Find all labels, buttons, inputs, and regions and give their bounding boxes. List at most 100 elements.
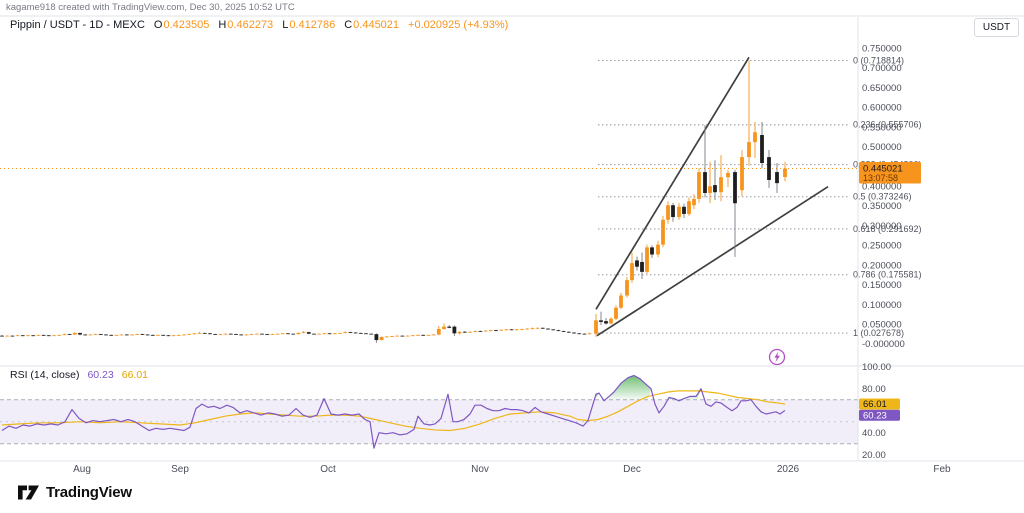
candle-body bbox=[599, 320, 603, 322]
candle-body bbox=[52, 335, 56, 337]
candle-body bbox=[546, 328, 550, 330]
candle-body bbox=[614, 307, 618, 319]
candle-body bbox=[140, 334, 145, 335]
rsi-legend[interactable]: RSI (14, close) 60.23 66.01 bbox=[10, 369, 148, 381]
candle-body bbox=[625, 280, 629, 296]
candle-body bbox=[57, 334, 62, 336]
candle-body bbox=[239, 334, 244, 336]
candle-body bbox=[332, 333, 337, 335]
time-axis[interactable]: Aug Sep Oct Nov Dec 2026 Feb bbox=[73, 464, 951, 475]
rsi-band bbox=[0, 399, 858, 445]
candle-body bbox=[708, 186, 712, 193]
candle-body bbox=[353, 332, 358, 334]
candle-body bbox=[572, 332, 576, 334]
candle-body bbox=[436, 329, 441, 335]
candle-body bbox=[540, 327, 545, 329]
candle-body bbox=[364, 333, 368, 335]
tradingview-wordmark: TradingView bbox=[46, 484, 132, 501]
price-axis-label: -0.000000 bbox=[862, 339, 905, 350]
change-value: +0.020925 (+4.93%) bbox=[408, 19, 509, 31]
trend-lines[interactable] bbox=[595, 56, 829, 337]
candle-body bbox=[348, 332, 353, 333]
candle-body bbox=[218, 334, 223, 335]
candle-body bbox=[301, 332, 306, 333]
candle-body bbox=[161, 334, 166, 336]
rsi-axis[interactable]: 100.00 80.00 40.00 20.00 bbox=[862, 362, 891, 461]
rsi-axis-label: 20.00 bbox=[862, 450, 886, 461]
candle-body bbox=[416, 334, 420, 336]
candle-body bbox=[645, 247, 649, 272]
candle-body bbox=[145, 334, 150, 336]
currency-unit-button[interactable]: USDT bbox=[974, 18, 1019, 37]
candle-body bbox=[312, 333, 316, 335]
time-axis-label: Feb bbox=[933, 464, 951, 475]
candle-body bbox=[640, 261, 644, 272]
open-value: 0.423505 bbox=[163, 19, 210, 31]
candle-body bbox=[447, 326, 452, 328]
trend-line bbox=[596, 185, 829, 337]
candle-body bbox=[338, 332, 342, 334]
candle-body bbox=[10, 335, 15, 337]
candle-body bbox=[291, 333, 296, 335]
fib-label: 0 (0.718814) bbox=[853, 55, 904, 65]
candle-body bbox=[384, 336, 389, 338]
tradingview-logo[interactable]: TradingView bbox=[18, 484, 132, 501]
symbol-legend[interactable]: Pippin / USDT - 1D - MEXC O 0.423505 H 0.4… bbox=[10, 19, 508, 31]
candle-body bbox=[275, 333, 280, 335]
price-axis-label: 0.100000 bbox=[862, 300, 902, 311]
rsi-title: RSI (14, close) bbox=[10, 369, 80, 381]
candle-body bbox=[514, 329, 519, 331]
open-label: O bbox=[153, 19, 163, 31]
candle-body bbox=[72, 332, 77, 335]
candle-body bbox=[726, 172, 730, 178]
price-axis-label: 0.550000 bbox=[862, 122, 902, 133]
price-axis[interactable]: 0.750000 0.700000 0.650000 0.600000 0.550000… bbox=[862, 43, 905, 350]
candle-body bbox=[395, 335, 400, 337]
candle-body bbox=[374, 334, 379, 341]
candle-body bbox=[166, 335, 171, 337]
bar-countdown-text: 13:07:58 bbox=[863, 173, 898, 183]
candle-body bbox=[426, 334, 431, 336]
fib-retracement[interactable]: 0 (0.718814)0.236 (0.555706)0.382 (0.454… bbox=[598, 55, 922, 338]
close-label: C bbox=[344, 19, 353, 31]
candle-body bbox=[343, 332, 348, 333]
candle-body bbox=[244, 334, 249, 336]
candle-body bbox=[656, 244, 660, 255]
candle-body bbox=[31, 335, 36, 337]
candle-body bbox=[494, 330, 498, 331]
candle-body bbox=[697, 172, 701, 199]
ohlc-low: L 0.412786 bbox=[282, 19, 335, 31]
low-value: 0.412786 bbox=[289, 19, 336, 31]
candle-body bbox=[36, 334, 41, 336]
candle-body bbox=[400, 335, 405, 337]
close-value: 0.445021 bbox=[353, 19, 400, 31]
fib-label: 0.786 (0.175581) bbox=[853, 270, 922, 280]
candle-body bbox=[740, 157, 744, 191]
lightning-icon[interactable] bbox=[768, 348, 786, 366]
candle-body bbox=[114, 334, 119, 336]
candle-body bbox=[20, 335, 25, 337]
candle-body bbox=[171, 335, 176, 337]
candle-body bbox=[88, 334, 93, 336]
candle-body bbox=[462, 331, 467, 333]
ohlc-open: O 0.423505 bbox=[154, 19, 209, 31]
rsi-value-badge: 60.23 bbox=[859, 409, 900, 422]
candle-body bbox=[286, 333, 290, 335]
rsi-axis-label: 40.00 bbox=[862, 428, 886, 439]
candle-body bbox=[468, 331, 472, 333]
time-axis-label: 2026 bbox=[777, 464, 800, 475]
high-value: 0.462273 bbox=[227, 19, 274, 31]
trend-line bbox=[595, 56, 750, 310]
candle-body bbox=[358, 332, 363, 334]
candle-body bbox=[83, 334, 88, 336]
ohlc-high: H 0.462273 bbox=[218, 19, 273, 31]
price-axis-label: 0.300000 bbox=[862, 221, 902, 232]
candle-body bbox=[783, 168, 787, 178]
candle-body bbox=[682, 206, 686, 214]
candle-body bbox=[265, 334, 270, 335]
candle-body bbox=[156, 334, 160, 336]
candle-body bbox=[5, 335, 10, 337]
candle-body bbox=[213, 334, 218, 335]
